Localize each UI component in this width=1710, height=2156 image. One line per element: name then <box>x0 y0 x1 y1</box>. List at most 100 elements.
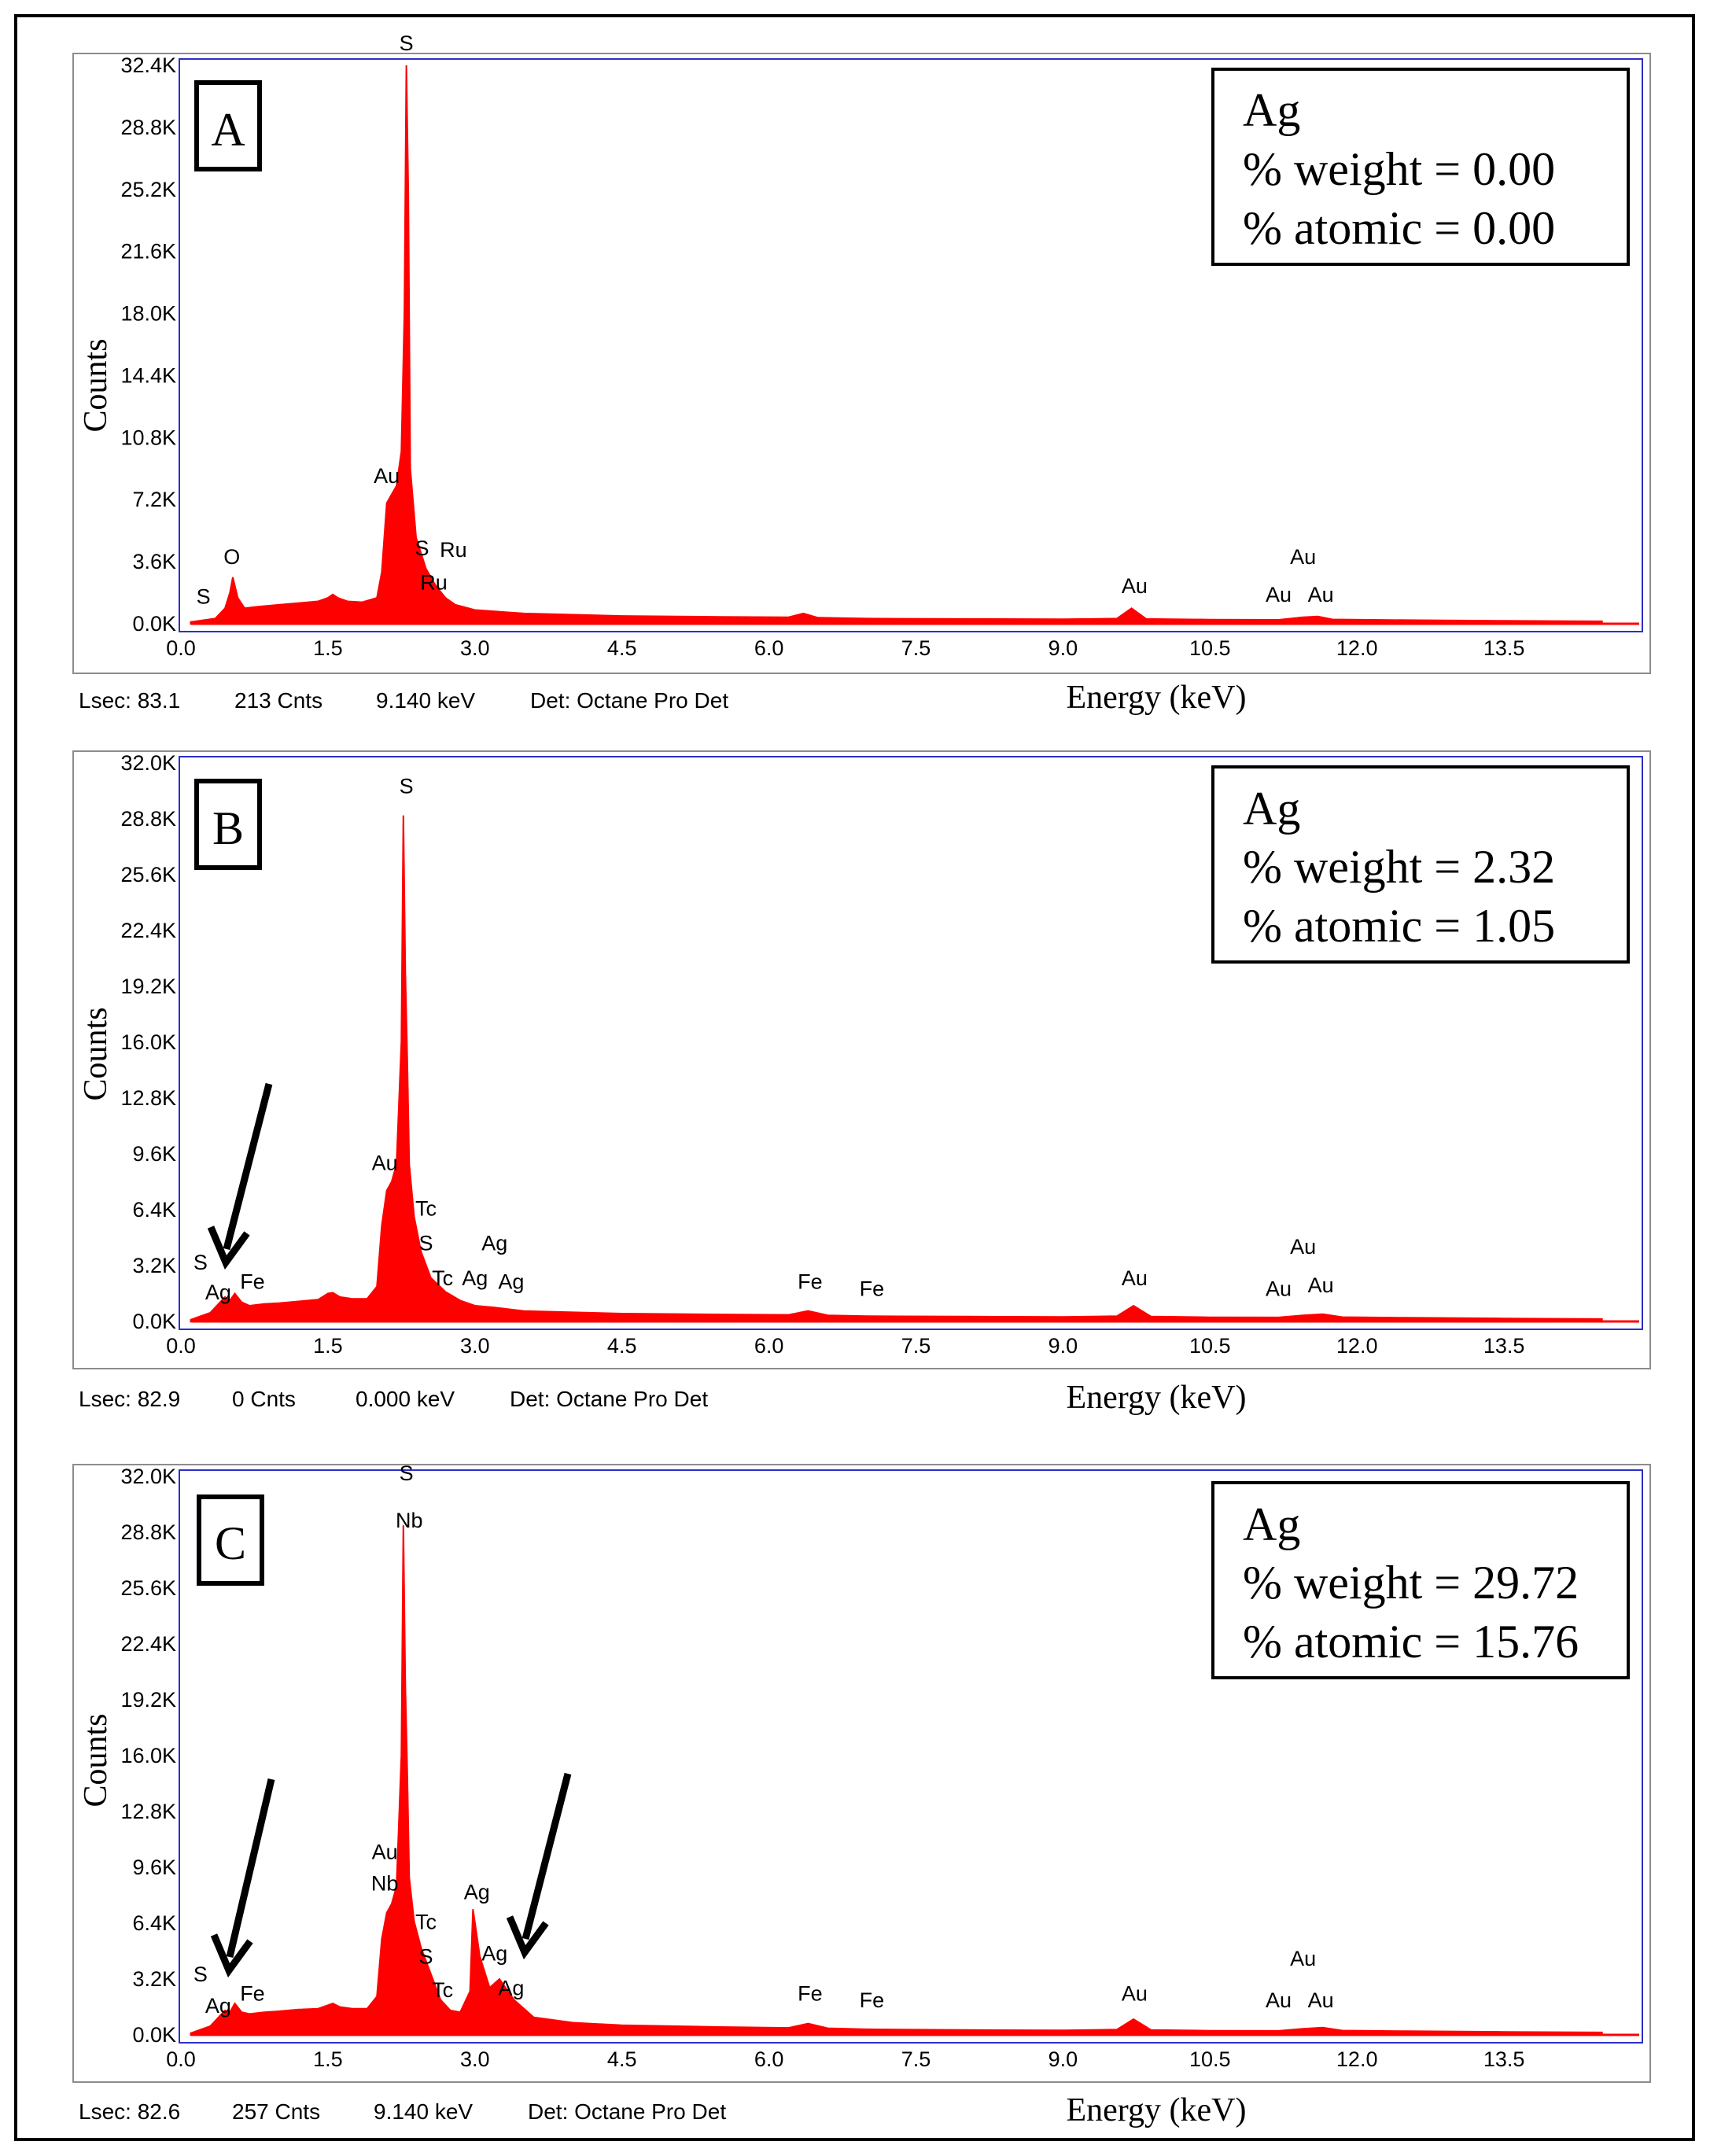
panel-c-arrow-left-icon <box>210 1778 275 1978</box>
panel-a-spectrum-area <box>190 64 1603 625</box>
panel-c-y-tick-label: 3.2K <box>132 1967 176 1991</box>
panel-b-axis-ticks: 0.0K 3.2K 6.4K 9.6K 12.8K 16.0K 19.2K 22.4K 25.6… <box>120 751 1524 1358</box>
panel-a-y-tick-label: 32.4K <box>120 53 176 77</box>
panel-b-info-box <box>1211 765 1630 964</box>
panel-a-x-tick-label: 6.0 <box>754 636 784 660</box>
panel-a-peak-label: S <box>400 31 414 55</box>
panel-b-spectrum <box>190 815 1639 1323</box>
panel-a-x-tick-label: 3.0 <box>460 636 490 660</box>
panel-a-peak-label: S <box>415 536 429 560</box>
panel-b-arrow-icon <box>207 1082 273 1270</box>
panel-b-peak-label: Ag <box>462 1266 488 1290</box>
panel-c-x-tick-label: 10.5 <box>1189 2047 1231 2071</box>
panel-a-peak-label: Au <box>1266 583 1292 606</box>
panel-a-letter-box <box>194 80 262 171</box>
panel-a-y-tick-label: 21.6K <box>120 240 176 264</box>
panel-b-peak-label: Tc <box>432 1266 453 1290</box>
panel-c-x-tick-label: 12.0 <box>1336 2047 1378 2071</box>
panel-b-y-tick-label: 28.8K <box>120 807 176 831</box>
panel-b-footer-det: Det: Octane Pro Det <box>510 1387 708 1411</box>
panel-a-footer-cnts: 213 Cnts <box>234 688 322 713</box>
panel-b-footer-lsec: Lsec: 82.9 <box>79 1387 180 1411</box>
panel-b-peak-label: S <box>193 1251 208 1274</box>
panel-c-info-element: Ag <box>1243 1498 1300 1550</box>
panel-a-footer-kev: 9.140 keV <box>376 688 475 713</box>
panel-b-x-tick-label: 10.5 <box>1189 1334 1231 1358</box>
panel-a: 0.0K 3.6K 7.2K 10.8K 14.4K 18.0K 21.6K 25.2K 28.… <box>72 31 1651 716</box>
panel-a-info-box <box>1211 68 1630 266</box>
panel-b-peak-labels: S Ag Fe Au S Tc S Tc Ag Ag Ag Fe Fe Au Au Au Au <box>193 774 1334 1303</box>
panel-c-peak-label: Au <box>1308 1988 1334 2012</box>
panel-b-peak-label: Fe <box>798 1270 823 1294</box>
panel-c-y-tick-label: 25.6K <box>120 1576 176 1600</box>
panel-c-x-tick-label: 9.0 <box>1048 2047 1078 2071</box>
panel-c-spectrum <box>190 1525 1639 2036</box>
panel-a-peak-label: O <box>223 545 240 569</box>
panel-b-x-tick-label: 3.0 <box>460 1334 490 1358</box>
panel-b-y-tick-label: 22.4K <box>120 919 176 942</box>
panel-c-info-atomic: % atomic = 15.76 <box>1243 1616 1579 1668</box>
panel-b: 0.0K 3.2K 6.4K 9.6K 12.8K 16.0K 19.2K 22.4K 25.6… <box>72 750 1651 1416</box>
panel-a-peak-label: Ru <box>420 571 448 595</box>
panel-c-info-weight: % weight = 29.72 <box>1243 1557 1579 1609</box>
panel-b-peak-label: Au <box>372 1152 398 1175</box>
panel-c-x-tick-label: 1.5 <box>313 2047 343 2071</box>
panel-b-y-tick-label: 19.2K <box>120 975 176 998</box>
panel-a-peak-label: Au <box>1290 545 1316 569</box>
panel-b-peak-label: Ag <box>481 1232 507 1255</box>
panel-a-y-tick-label: 0.0K <box>132 612 176 636</box>
panel-b-peak-label: Au <box>1290 1235 1316 1259</box>
panel-a-y-axis-label: Counts <box>78 338 114 432</box>
panel-b-letter: B <box>212 802 244 854</box>
panel-b-y-axis-label: Counts <box>78 1007 114 1100</box>
panel-c-peak-label: Au <box>1290 1947 1316 1970</box>
panel-c-y-tick-label: 6.4K <box>132 1911 176 1935</box>
panel-b-peak-label: Ag <box>498 1270 524 1294</box>
panel-b-peak-label: Fe <box>240 1270 265 1294</box>
panel-a-y-tick-label: 7.2K <box>132 488 176 511</box>
panel-a-x-tick-label: 0.0 <box>166 636 196 660</box>
panel-c-peak-label: S <box>400 1461 414 1485</box>
panel-c-peak-label: Ag <box>481 1941 507 1965</box>
panel-c-peak-label: Au <box>1122 1981 1148 2005</box>
panel-b-x-tick-label: 9.0 <box>1048 1334 1078 1358</box>
panel-c-peak-label: S <box>418 1945 433 1969</box>
panel-b-y-tick-label: 12.8K <box>120 1086 176 1110</box>
panel-b-info-weight: % weight = 2.32 <box>1243 841 1555 893</box>
panel-c-footer-det: Det: Octane Pro Det <box>528 2099 726 2124</box>
panel-c-x-tick-label: 3.0 <box>460 2047 490 2071</box>
panel-a-x-tick-label: 12.0 <box>1336 636 1378 660</box>
panel-b-peak-label: Au <box>1122 1266 1148 1290</box>
panel-c-peak-label: Nb <box>371 1872 399 1896</box>
panel-c-arrow-right-icon <box>506 1772 572 1960</box>
panel-b-plot-border <box>179 756 1643 1330</box>
panel-c-y-tick-label: 12.8K <box>120 1800 176 1823</box>
panel-a-info-atomic: % atomic = 0.00 <box>1243 202 1555 254</box>
panel-b-x-tick-label: 0.0 <box>166 1334 196 1358</box>
panel-a-y-tick-label: 14.4K <box>120 363 176 387</box>
panel-c-peak-labels: S Ag Fe S Nb Au Nb Tc S Tc Ag Ag Ag Fe Fe Au Au Au Au <box>193 1461 1334 2018</box>
panel-a-y-tick-label: 25.2K <box>120 178 176 201</box>
panel-c-peak-label: Au <box>372 1841 398 1864</box>
panel-a-plot-border <box>179 58 1643 632</box>
panel-b-x-tick-label: 12.0 <box>1336 1334 1378 1358</box>
panel-b-letter-box <box>194 779 262 870</box>
panel-b-peak-label: Ag <box>205 1281 231 1304</box>
panel-b-x-tick-label: 13.5 <box>1483 1334 1525 1358</box>
panel-c-peak-label: Ag <box>205 1994 231 2018</box>
panel-b-peak-label: S <box>400 774 414 798</box>
panel-b-info-atomic: % atomic = 1.05 <box>1243 900 1555 952</box>
panel-c-axis-ticks: 0.0K 3.2K 6.4K 9.6K 12.8K 16.0K 19.2K 22.4K 25.6… <box>120 1465 1524 2071</box>
panel-c-spectrum-area <box>190 1525 1603 2036</box>
panel-b-y-tick-label: 16.0K <box>120 1030 176 1054</box>
panel-a-x-tick-label: 7.5 <box>901 636 931 660</box>
panel-c-y-tick-label: 16.0K <box>120 1744 176 1767</box>
panel-a-spectrum <box>190 64 1639 625</box>
panel-c-peak-label: Tc <box>415 1910 437 1933</box>
panel-c-x-axis-label: Energy (keV) <box>1067 2092 1247 2128</box>
panel-b-peak-label: Au <box>1266 1277 1292 1300</box>
panel-b-x-axis-label: Energy (keV) <box>1067 1380 1247 1416</box>
panel-a-y-tick-label: 28.8K <box>120 116 176 139</box>
panel-c-peak-label: Ag <box>464 1881 490 1904</box>
